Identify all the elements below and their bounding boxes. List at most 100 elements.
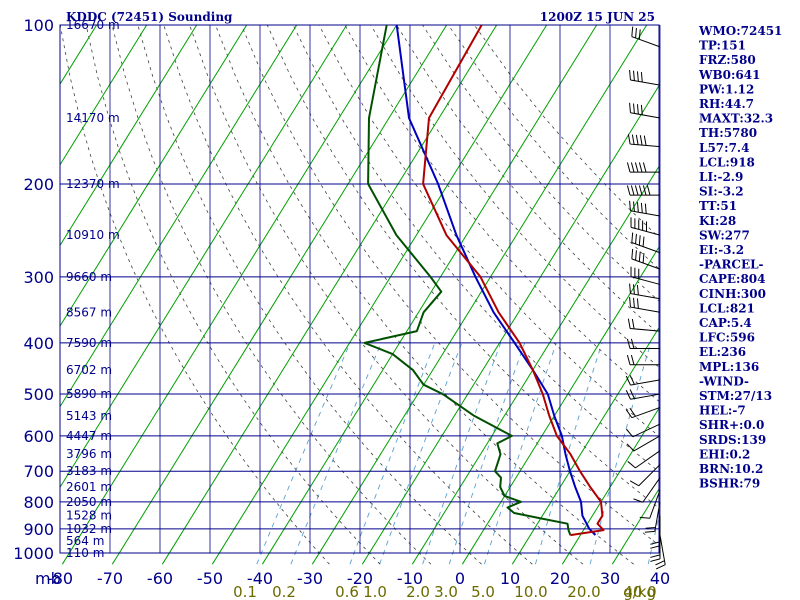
plot-frame [59, 24, 660, 554]
isotherm-line [561, 407, 659, 565]
wind-barb-flag [626, 185, 631, 196]
wind-barb-flag [629, 389, 635, 399]
wind-barb-shaft [633, 435, 661, 452]
mixing-ratio-line [379, 342, 463, 565]
wind-barb-flag [635, 134, 639, 145]
isotherm-line [261, 25, 598, 565]
isotherm-line [60, 25, 198, 247]
wind-barb-shaft [630, 328, 661, 332]
wind-barb-shaft [630, 379, 661, 386]
pressure-tick-label: 600 [23, 427, 54, 446]
wind-barb [629, 200, 661, 217]
temperature-tick-label: -20 [347, 569, 373, 588]
index-value: LFC:596 [699, 331, 755, 345]
wind-barb [629, 464, 661, 487]
mixing-ratio-label: 2.0 [406, 583, 430, 600]
height-label: 8567 m [66, 305, 112, 319]
profiles [363, 25, 605, 537]
index-value: WB0:641 [698, 68, 760, 82]
temperature-tick-label: -80 [47, 569, 73, 588]
temperature-tick-label: 20 [550, 569, 570, 588]
wind-barb-flag [633, 297, 635, 308]
temperature-tick-label: 40 [650, 569, 670, 588]
height-label: 14170 m [66, 111, 120, 125]
wind-barb [626, 185, 660, 196]
wind-barb-flag [633, 201, 635, 212]
wind-barb [630, 217, 661, 236]
isotherm-line [411, 165, 659, 565]
wind-barb-flag [635, 27, 637, 39]
wind-barb-flag [630, 162, 635, 173]
height-label: 5890 m [66, 387, 112, 401]
index-value: PW:1.12 [699, 82, 754, 96]
wind-barb-flag [629, 375, 635, 385]
wind-barb-flag [631, 248, 634, 259]
isotherm-line [60, 25, 248, 328]
index-value: TT:51 [699, 199, 737, 213]
wind-barb-shaft [631, 258, 661, 270]
wind-barb [626, 354, 660, 366]
wind-barb-flag [642, 252, 645, 264]
isotherm-line [60, 25, 298, 408]
wind-barb-flag [640, 202, 643, 213]
dry-adiabat-line [292, 25, 659, 473]
wind-barb-flag [627, 461, 636, 469]
dry-adiabats [60, 25, 659, 565]
wind-barb-flag [644, 530, 655, 533]
wind-barb-flag [627, 134, 631, 145]
index-value: CINH:300 [699, 287, 766, 301]
index-value: L57:7.4 [699, 141, 749, 155]
wind-barb-flag [636, 71, 639, 82]
dry-adiabat-line [137, 25, 482, 565]
dry-adiabat-line [215, 25, 634, 565]
height-label: 16670 m [66, 18, 120, 32]
wind-barb-flag [636, 202, 639, 213]
index-value: CAPE:804 [699, 272, 766, 286]
wind-barb-flag [629, 283, 631, 294]
wind-barb-flag [638, 185, 643, 196]
wind-barb-shaft [630, 306, 661, 313]
temperature-tick-label: -60 [147, 569, 173, 588]
index-value: SHR+:0.0 [699, 418, 764, 432]
wind-barb-flag [627, 318, 631, 329]
wind-barb-flag [625, 409, 633, 418]
wind-barb-flag [634, 162, 639, 173]
index-value: HEL:-7 [699, 404, 746, 418]
mixing-ratio-line [256, 342, 351, 565]
dry-adiabat-line [60, 25, 330, 565]
wind-barb-flag [629, 297, 631, 308]
temperature-tick-label: -30 [297, 569, 323, 588]
indices-panel: WMO:72451TP:151FRZ:580WB0:641PW:1.12RH:4… [698, 24, 782, 491]
wind-barb-flag [644, 203, 647, 214]
index-value: MAXT:32.3 [699, 112, 773, 126]
wind-barb-flag [639, 135, 643, 146]
wind-barb-flag [625, 389, 631, 400]
wind-barb-flag [638, 235, 641, 246]
wind-barb-flag [638, 251, 641, 262]
mixing-ratio-label: 5.0 [471, 583, 495, 600]
temperature-profile-line [422, 25, 605, 537]
index-value: CAP:5.4 [699, 316, 752, 330]
isotherm-line [60, 25, 348, 489]
wind-barb-shaft [659, 535, 666, 565]
wind-barb-flag [640, 72, 643, 83]
pressure-tick-label: 100 [23, 16, 54, 35]
wind-barb-flag [650, 554, 661, 558]
index-value: LCL:821 [699, 301, 755, 315]
wind-barb-flag [642, 162, 647, 173]
index-value: -WIND- [699, 374, 749, 388]
index-value: LCL:918 [699, 155, 755, 169]
wind-barb [627, 134, 661, 148]
mixing-ratio-label: 40.0 [623, 583, 656, 600]
dry-adiabat-line [448, 25, 659, 270]
wind-barb [626, 435, 661, 452]
wind-barb-flag [635, 250, 637, 261]
height-label: 3796 m [66, 447, 112, 461]
temperature-tick-label: 0 [455, 569, 465, 588]
mixing-ratio-line [422, 342, 502, 565]
height-label: 564 m [66, 534, 104, 548]
wind-barb [629, 283, 661, 300]
pressure-tick-label: 200 [23, 175, 54, 194]
wind-barb-flag [650, 541, 661, 545]
wind-barb-flag [629, 407, 636, 417]
